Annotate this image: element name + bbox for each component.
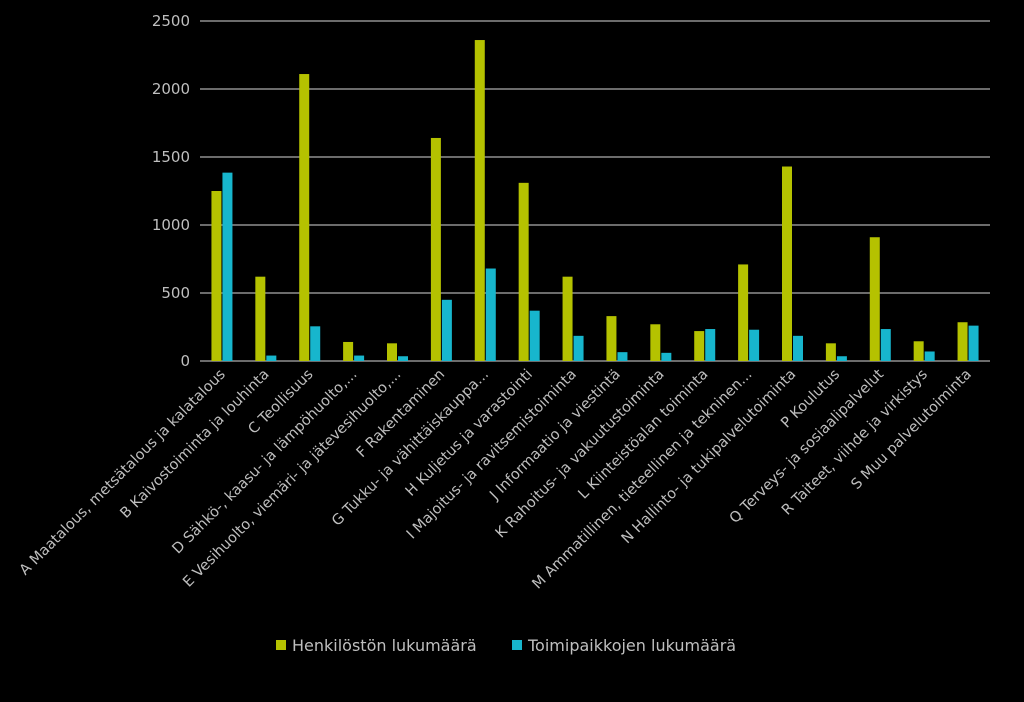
bar-henkilosto bbox=[387, 343, 397, 361]
bar-henkilosto bbox=[650, 324, 661, 361]
legend-swatch-toimipaikat bbox=[512, 640, 522, 650]
y-axis-tick-labels: 0 500 1000 1500 2000 2500 bbox=[152, 12, 190, 370]
x-axis-category-labels: A Maatalous, metsätalous ja kalatalousB … bbox=[17, 366, 975, 592]
bar-toimipaikat bbox=[398, 356, 408, 361]
gridlines bbox=[200, 20, 990, 362]
bar-toimipaikat bbox=[266, 355, 277, 361]
bar-toimipaikat bbox=[222, 172, 233, 361]
bar-henkilosto bbox=[913, 341, 924, 361]
legend: Henkilöstön lukumäärä Toimipaikkojen luk… bbox=[276, 636, 736, 655]
bar-toimipaikat bbox=[749, 329, 760, 361]
x-category-label: A Maatalous, metsätalous ja kalatalous bbox=[17, 367, 229, 579]
bar-toimipaikat bbox=[529, 310, 540, 361]
bar-toimipaikat bbox=[617, 352, 628, 361]
bar-henkilosto bbox=[430, 137, 441, 361]
x-category-label: G Tukku- ja vähittäiskauppa... bbox=[329, 367, 492, 530]
bar-henkilosto bbox=[343, 341, 354, 361]
bar-henkilosto bbox=[782, 166, 792, 361]
y-tick-label: 2000 bbox=[152, 80, 190, 98]
bar-toimipaikat bbox=[836, 356, 847, 361]
y-tick-label: 0 bbox=[180, 352, 190, 370]
bar-toimipaikat bbox=[793, 335, 803, 361]
bar-henkilosto bbox=[825, 343, 836, 361]
bar-henkilosto bbox=[694, 331, 705, 361]
legend-swatch-henkilosto bbox=[276, 640, 286, 650]
bar-toimipaikat bbox=[441, 299, 452, 361]
bar-henkilosto bbox=[869, 237, 880, 361]
bar-toimipaikat bbox=[705, 329, 716, 361]
bar-toimipaikat bbox=[924, 351, 935, 361]
bar-toimipaikat bbox=[310, 326, 321, 361]
bar-henkilosto bbox=[957, 322, 968, 361]
bar-henkilosto bbox=[562, 276, 573, 361]
bar-henkilosto bbox=[518, 182, 529, 361]
bar-toimipaikat bbox=[485, 268, 496, 361]
bar-henkilosto bbox=[738, 264, 749, 361]
y-tick-label: 2500 bbox=[152, 12, 190, 30]
bar-toimipaikat bbox=[661, 352, 672, 361]
bar-toimipaikat bbox=[880, 329, 891, 361]
bar-henkilosto bbox=[211, 191, 222, 361]
bar-henkilosto bbox=[606, 316, 617, 361]
bar-henkilosto bbox=[299, 74, 310, 361]
legend-label-toimipaikat: Toimipaikkojen lukumäärä bbox=[527, 636, 736, 655]
bar-toimipaikat bbox=[573, 335, 584, 361]
bars bbox=[211, 40, 979, 361]
bar-henkilosto bbox=[474, 40, 485, 361]
bar-toimipaikat bbox=[968, 325, 979, 361]
y-tick-label: 500 bbox=[161, 284, 190, 302]
bar-henkilosto bbox=[255, 276, 266, 361]
legend-label-henkilosto: Henkilöstön lukumäärä bbox=[292, 636, 477, 655]
bar-toimipaikat bbox=[354, 355, 365, 361]
y-tick-label: 1000 bbox=[152, 216, 190, 234]
y-tick-label: 1500 bbox=[152, 148, 190, 166]
